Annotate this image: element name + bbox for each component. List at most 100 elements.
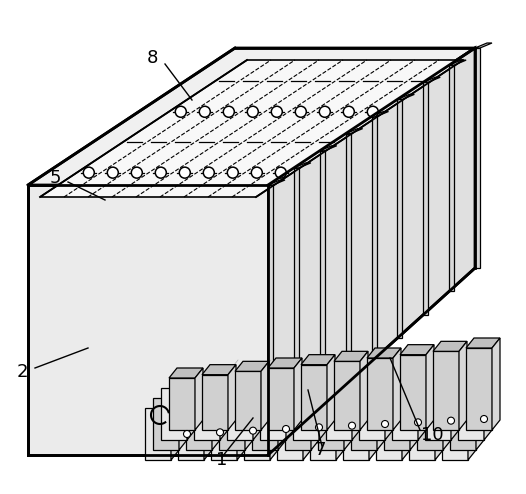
Polygon shape xyxy=(211,401,237,460)
Polygon shape xyxy=(252,388,278,450)
Polygon shape xyxy=(346,128,362,133)
Polygon shape xyxy=(286,368,294,440)
Polygon shape xyxy=(220,374,228,440)
Circle shape xyxy=(247,106,258,117)
Polygon shape xyxy=(268,358,302,368)
Polygon shape xyxy=(402,374,410,460)
Polygon shape xyxy=(484,348,492,440)
Circle shape xyxy=(175,106,186,117)
Circle shape xyxy=(132,167,143,178)
Polygon shape xyxy=(475,48,480,268)
Polygon shape xyxy=(261,361,269,430)
Circle shape xyxy=(480,415,488,422)
Polygon shape xyxy=(327,355,335,430)
Polygon shape xyxy=(179,388,187,450)
Polygon shape xyxy=(268,368,294,430)
Polygon shape xyxy=(344,371,352,450)
Circle shape xyxy=(282,425,289,433)
Polygon shape xyxy=(277,395,303,460)
Polygon shape xyxy=(187,378,195,440)
Polygon shape xyxy=(367,348,401,358)
Polygon shape xyxy=(178,405,204,460)
Polygon shape xyxy=(202,365,236,374)
Polygon shape xyxy=(418,355,426,440)
Polygon shape xyxy=(293,374,319,440)
Polygon shape xyxy=(400,345,434,355)
Circle shape xyxy=(349,422,356,429)
Polygon shape xyxy=(417,371,443,450)
Circle shape xyxy=(414,419,421,426)
Polygon shape xyxy=(336,381,344,460)
Polygon shape xyxy=(268,48,475,455)
Circle shape xyxy=(227,167,238,178)
Polygon shape xyxy=(219,391,245,450)
Polygon shape xyxy=(260,378,286,440)
Polygon shape xyxy=(245,381,253,450)
Polygon shape xyxy=(227,381,253,440)
Polygon shape xyxy=(169,368,203,378)
Polygon shape xyxy=(449,65,454,291)
Polygon shape xyxy=(451,351,459,440)
Polygon shape xyxy=(153,398,179,450)
Polygon shape xyxy=(270,388,278,460)
Text: 10: 10 xyxy=(421,426,443,444)
Polygon shape xyxy=(237,391,245,460)
Polygon shape xyxy=(334,351,368,361)
Polygon shape xyxy=(40,60,463,197)
Circle shape xyxy=(83,167,94,178)
Circle shape xyxy=(319,106,330,117)
Polygon shape xyxy=(385,358,393,440)
Polygon shape xyxy=(253,371,261,440)
Polygon shape xyxy=(228,365,236,430)
Circle shape xyxy=(224,106,234,117)
Polygon shape xyxy=(294,168,299,432)
Polygon shape xyxy=(371,117,377,362)
Polygon shape xyxy=(303,385,311,460)
Polygon shape xyxy=(466,348,492,430)
Polygon shape xyxy=(369,378,377,460)
Polygon shape xyxy=(320,151,325,408)
Polygon shape xyxy=(285,385,311,450)
Polygon shape xyxy=(433,341,467,351)
Polygon shape xyxy=(194,385,220,440)
Polygon shape xyxy=(359,368,385,440)
Polygon shape xyxy=(171,398,179,460)
Polygon shape xyxy=(204,395,212,460)
Circle shape xyxy=(381,420,389,427)
Polygon shape xyxy=(202,374,228,430)
Circle shape xyxy=(199,106,210,117)
Polygon shape xyxy=(268,185,273,455)
Polygon shape xyxy=(476,358,484,450)
Polygon shape xyxy=(186,395,212,450)
Polygon shape xyxy=(301,355,335,365)
Circle shape xyxy=(271,106,282,117)
Polygon shape xyxy=(392,365,418,440)
Text: 2: 2 xyxy=(16,363,28,381)
Polygon shape xyxy=(212,385,220,450)
Polygon shape xyxy=(310,391,336,460)
Circle shape xyxy=(367,106,378,117)
Circle shape xyxy=(179,167,190,178)
Circle shape xyxy=(107,167,118,178)
Polygon shape xyxy=(423,82,428,315)
Polygon shape xyxy=(352,361,360,440)
Polygon shape xyxy=(294,163,311,168)
Polygon shape xyxy=(371,112,389,117)
Circle shape xyxy=(316,424,322,431)
Polygon shape xyxy=(311,374,319,450)
Polygon shape xyxy=(492,338,500,430)
Polygon shape xyxy=(28,48,475,185)
Text: 1: 1 xyxy=(216,451,228,469)
Polygon shape xyxy=(433,351,459,430)
Circle shape xyxy=(251,167,262,178)
Polygon shape xyxy=(423,77,440,82)
Polygon shape xyxy=(426,345,434,430)
Text: 5: 5 xyxy=(49,169,60,187)
Polygon shape xyxy=(425,361,451,440)
Circle shape xyxy=(155,167,166,178)
Polygon shape xyxy=(235,371,261,430)
Polygon shape xyxy=(397,99,402,338)
Polygon shape xyxy=(161,388,187,440)
Circle shape xyxy=(249,427,257,434)
Polygon shape xyxy=(28,185,268,455)
